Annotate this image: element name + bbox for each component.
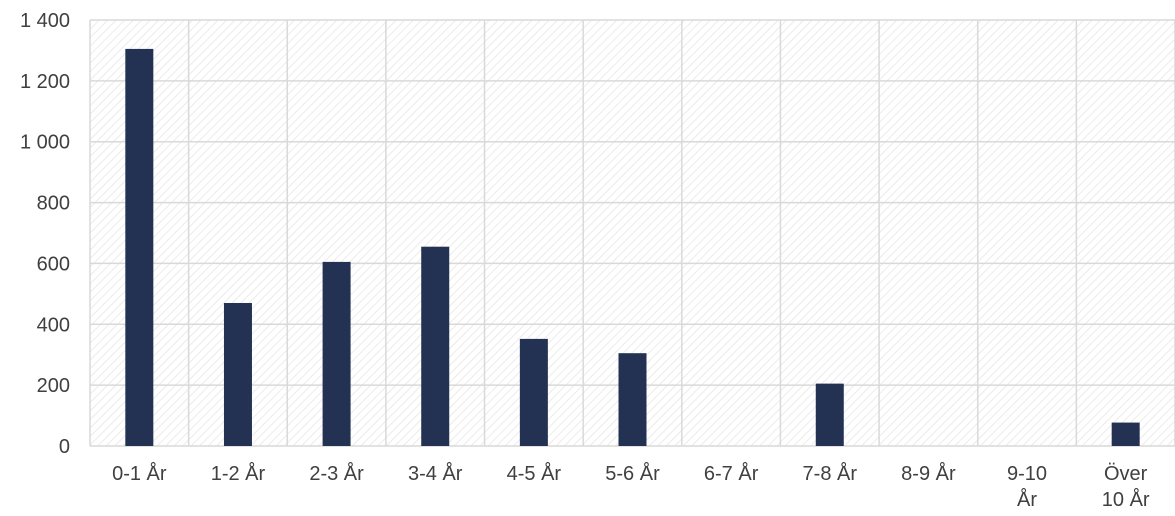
y-tick-label: 800 [37, 193, 70, 215]
bars [125, 48, 1140, 447]
y-tick-label: 600 [37, 253, 70, 275]
y-tick-label: 200 [37, 375, 70, 397]
y-tick-label: 1 000 [20, 132, 70, 154]
y-axis-ticks: 0 200 400 600 800 1 000 1 200 1 400 [20, 10, 70, 458]
x-tick-label: 0-1 År [112, 462, 167, 485]
x-tick-label: Över 10 År [1102, 463, 1150, 511]
bar [223, 302, 252, 446]
x-tick-label: 8-9 År [901, 462, 956, 485]
bar [1111, 422, 1140, 446]
y-tick-label: 1 200 [20, 71, 70, 93]
x-tick-label: 5-6 År [605, 462, 660, 485]
x-tick-label: 2-3 År [309, 462, 364, 485]
x-tick-label: 9-10 År [1007, 463, 1047, 511]
bar [815, 383, 844, 446]
y-tick-label: 400 [37, 314, 70, 336]
x-tick-label: 3-4 År [408, 462, 463, 485]
x-tick-label: 1-2 År [211, 462, 266, 485]
gridlines [89, 19, 1175, 447]
bar [125, 48, 154, 447]
bar [519, 338, 548, 446]
x-tick-label: 7-8 År [803, 462, 858, 485]
bar [421, 246, 450, 446]
y-tick-label: 0 [59, 436, 70, 458]
bar [322, 261, 351, 446]
y-tick-label: 1 400 [20, 10, 70, 32]
x-axis-ticks: 0-1 År 1-2 År 2-3 År 3-4 År 4-5 År 5-6 År 6-7 … [112, 462, 1150, 511]
x-tick-label: 4-5 År [507, 462, 562, 485]
bar [618, 353, 647, 446]
x-tick-label: 6-7 År [704, 462, 759, 485]
